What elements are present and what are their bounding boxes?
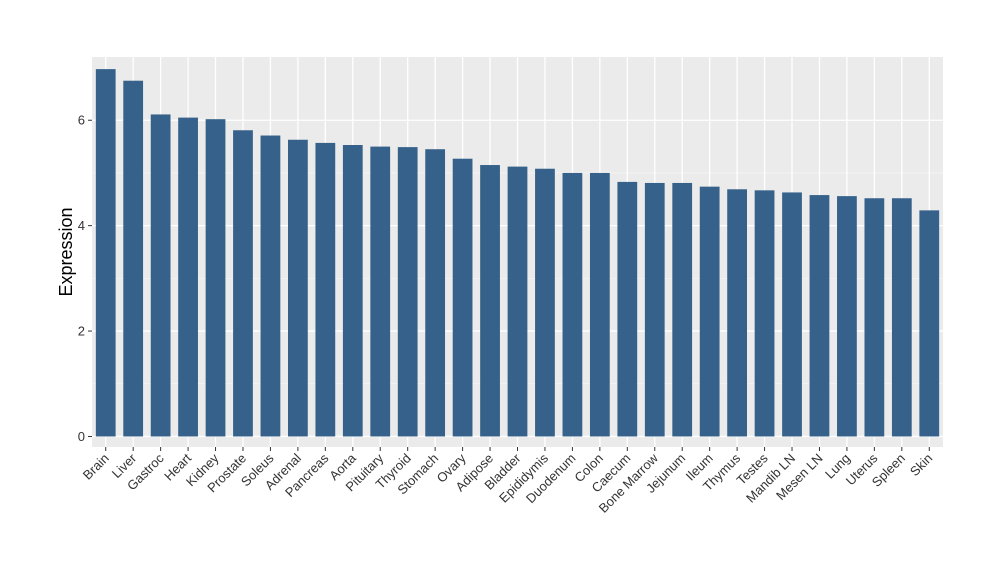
bar-caecum	[617, 181, 638, 437]
bar-brain	[95, 69, 116, 437]
bar-ovary	[452, 158, 473, 437]
bar-thymus	[727, 189, 747, 437]
bar-adrenal	[288, 139, 308, 437]
y-tick-label: 2	[78, 324, 85, 339]
bar-bone-marrow	[644, 182, 665, 437]
bar-colon	[589, 172, 610, 437]
bar-soleus	[260, 135, 281, 437]
y-tick-label: 0	[78, 429, 85, 444]
bar-stomach	[425, 149, 446, 437]
bar-aorta	[342, 145, 363, 437]
bar-epididymis	[535, 168, 555, 437]
bar-prostate	[233, 130, 253, 437]
bar-bladder	[507, 166, 528, 437]
bar-liver	[123, 80, 144, 437]
bar-pancreas	[315, 142, 336, 437]
bar-kidney	[205, 119, 226, 437]
y-axis: 0 2 4 6	[78, 113, 92, 444]
bar-mandib-ln	[782, 192, 802, 437]
bar-duodenum	[562, 172, 583, 437]
bar-skin	[919, 210, 940, 437]
bar-lung	[837, 196, 857, 437]
bar-jejunum	[672, 182, 693, 437]
y-tick-label: 6	[78, 113, 85, 128]
x-axis: BrainLiverGastrocHeartKidneyProstateSole…	[80, 447, 935, 516]
bar-spleen	[891, 198, 912, 437]
bar-ileum	[699, 186, 720, 437]
x-tick-label: Brain	[80, 451, 112, 483]
bar-pituitary	[370, 146, 391, 437]
bar-testes	[754, 190, 775, 437]
bars	[95, 69, 940, 437]
bar-gastroc	[150, 114, 171, 437]
bar-mesen-ln	[809, 195, 830, 437]
x-tick-label: Skin	[907, 451, 935, 479]
bar-uterus	[864, 198, 885, 437]
bar-thyroid	[397, 147, 418, 437]
bar-heart	[178, 117, 198, 437]
y-tick-label: 4	[78, 218, 85, 233]
y-axis-title: Expression	[56, 207, 76, 296]
bar-adipose	[480, 165, 500, 437]
